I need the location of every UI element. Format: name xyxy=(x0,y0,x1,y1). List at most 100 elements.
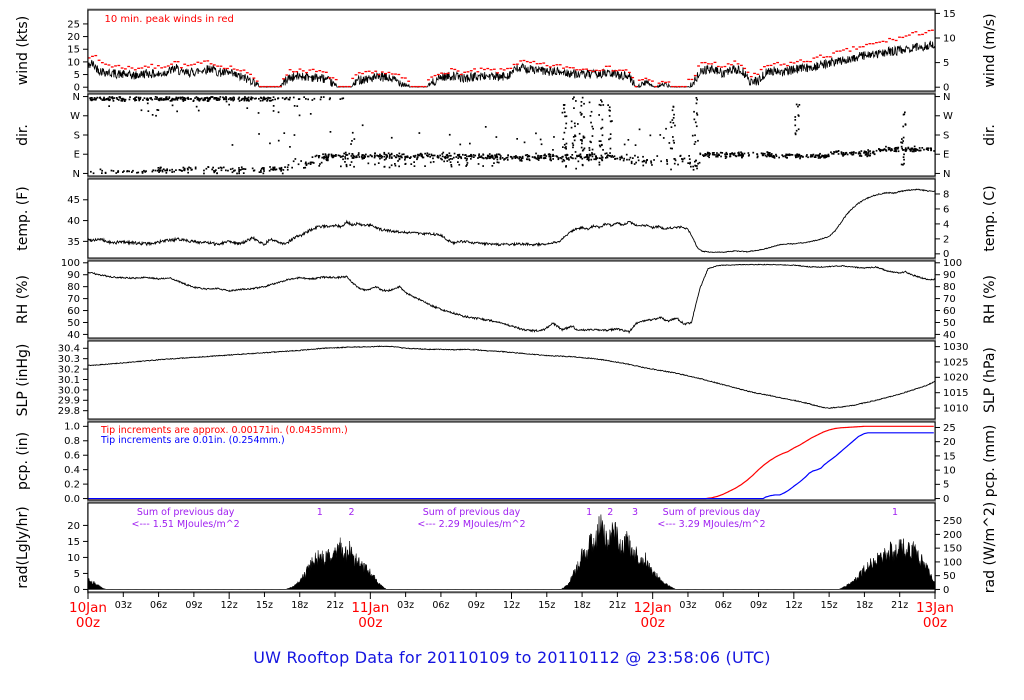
dir-dot xyxy=(386,154,388,157)
dir-dot xyxy=(561,156,564,158)
dir-dot xyxy=(457,157,460,159)
dir-dot xyxy=(365,153,367,156)
dir-dot xyxy=(786,153,789,156)
ytick-label-right: S xyxy=(943,130,949,141)
dir-dot xyxy=(90,170,92,173)
dir-dot xyxy=(799,157,801,160)
dir-dot xyxy=(160,98,163,100)
dir-dot xyxy=(563,131,566,134)
dir-dot xyxy=(681,158,683,160)
dir-dot xyxy=(819,152,821,155)
dir-dot xyxy=(144,171,147,173)
dir-dot xyxy=(591,153,594,156)
rad-peak-mark: 3 xyxy=(632,507,638,518)
xtick-day-label: 00z xyxy=(641,615,665,631)
dir-dot xyxy=(488,157,491,160)
dir-dot xyxy=(669,121,672,124)
dir-dot xyxy=(93,98,95,101)
dir-dot xyxy=(622,159,625,162)
rad-peak-mark: 1 xyxy=(892,507,898,518)
dir-dot xyxy=(466,158,468,160)
dir-dot xyxy=(203,172,205,175)
axis-label-right-slp: SLP (hPa) xyxy=(982,347,998,413)
ytick-label-right: 4 xyxy=(943,219,949,230)
dir-dot xyxy=(590,110,593,113)
dir-dot xyxy=(198,99,201,102)
dir-dot xyxy=(124,98,127,101)
dir-dot xyxy=(138,97,140,100)
dir-dot xyxy=(95,97,97,100)
dir-dot xyxy=(210,96,212,99)
dir-dot xyxy=(357,153,360,156)
dir-dot xyxy=(145,98,148,101)
dir-dot xyxy=(352,157,355,159)
dir-dot xyxy=(477,163,480,165)
dir-dot xyxy=(601,126,604,129)
dir-dot xyxy=(903,158,905,161)
dir-dot xyxy=(635,161,637,164)
dir-dot xyxy=(178,169,181,171)
dir-dot xyxy=(552,149,554,151)
dir-dot xyxy=(469,155,471,158)
axis-label-right-dir: dir. xyxy=(982,124,998,146)
dir-dot xyxy=(268,97,270,99)
dir-dot xyxy=(565,122,568,125)
dir-dot xyxy=(548,155,551,158)
dir-dot xyxy=(459,156,461,158)
dir-dot xyxy=(112,170,115,172)
dir-dot xyxy=(225,169,227,172)
dir-dot xyxy=(602,149,604,151)
rad-sum-note: Sum of previous day xyxy=(137,507,235,518)
dir-dot xyxy=(627,139,630,141)
dir-dot xyxy=(350,161,353,163)
dir-dot xyxy=(704,154,707,157)
dir-dot xyxy=(398,158,401,160)
dir-dot xyxy=(313,97,316,100)
dir-dot xyxy=(469,142,471,145)
dir-dot xyxy=(498,153,501,156)
dir-dot xyxy=(591,148,594,151)
dir-dot xyxy=(788,153,791,156)
dir-dot xyxy=(518,158,521,160)
dir-dot xyxy=(741,156,743,159)
ytick-label-left: W xyxy=(70,111,80,122)
dir-dot xyxy=(918,149,920,152)
dir-dot xyxy=(444,157,447,160)
ytick-label-left: 10 xyxy=(67,553,80,564)
dir-dot xyxy=(601,118,604,121)
dir-dot xyxy=(549,157,552,160)
dir-dot xyxy=(706,152,709,155)
ytick-label-right: 0 xyxy=(943,83,949,94)
dir-dot xyxy=(673,162,676,165)
dir-dot xyxy=(157,167,160,169)
panel-series-slp xyxy=(88,345,935,409)
dir-dot xyxy=(458,153,461,156)
dir-dot xyxy=(117,99,120,101)
ytick-label-left: N xyxy=(73,92,80,103)
dir-dot xyxy=(233,98,235,101)
dir-dot xyxy=(156,169,159,172)
xtick-minor-label: 03z xyxy=(397,600,414,611)
dir-dot xyxy=(879,150,882,153)
dir-dot xyxy=(573,122,576,125)
dir-dot xyxy=(902,140,904,142)
dir-dot xyxy=(272,167,275,169)
xtick-minor-label: 09z xyxy=(185,600,202,611)
dir-dot xyxy=(165,96,168,98)
dir-dot xyxy=(398,155,401,158)
dir-dot xyxy=(134,98,137,101)
dir-dot xyxy=(175,97,178,100)
dir-dot xyxy=(721,152,724,154)
dir-dot xyxy=(866,153,868,156)
dir-dot xyxy=(216,172,218,174)
dir-dot xyxy=(869,152,872,155)
dir-dot xyxy=(132,169,134,172)
dir-dot xyxy=(586,156,589,158)
dir-dot xyxy=(383,155,386,158)
dir-dot xyxy=(342,97,345,100)
dir-dot xyxy=(171,104,174,107)
ytick-label-right: 250 xyxy=(943,516,962,527)
dir-dot xyxy=(590,121,592,124)
dir-dot xyxy=(621,157,623,159)
ytick-label-left: 0.0 xyxy=(64,494,80,505)
